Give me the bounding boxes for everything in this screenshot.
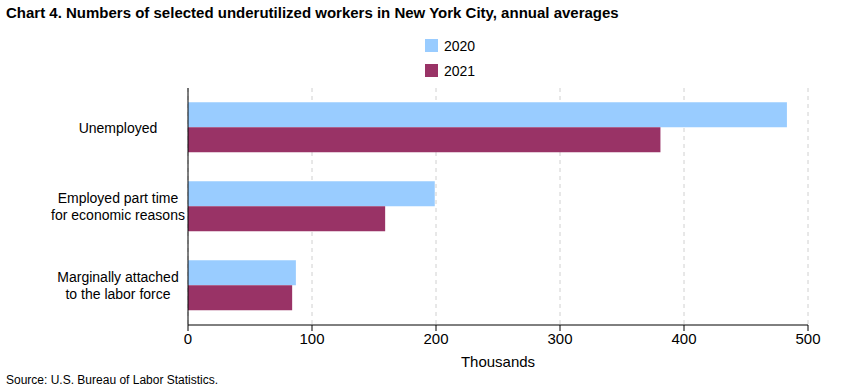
svg-text:400: 400 <box>671 330 696 347</box>
svg-text:Thousands: Thousands <box>461 353 535 370</box>
svg-text:Unemployed: Unemployed <box>79 120 158 136</box>
svg-text:500: 500 <box>795 330 820 347</box>
svg-text:Employed part time: Employed part time <box>58 190 179 206</box>
svg-text:for economic reasons: for economic reasons <box>51 207 185 223</box>
html-text:Chart 4. Numbers of selected u: Chart 4. Numbers of selected underutiliz… <box>6 4 619 21</box>
html-text:2021: 2021 <box>444 62 476 79</box>
svg-text:200: 200 <box>423 330 448 347</box>
html-text:2020: 2020 <box>444 37 476 54</box>
svg-text:300: 300 <box>547 330 572 347</box>
html-text:Source: U.S. Bureau of Labor S: Source: U.S. Bureau of Labor Statistics. <box>6 373 219 387</box>
svg-text:Marginally attached: Marginally attached <box>57 269 178 285</box>
svg-text:to the labor force: to the labor force <box>65 286 170 302</box>
svg-text:0: 0 <box>184 330 192 347</box>
svg-text:100: 100 <box>299 330 324 347</box>
